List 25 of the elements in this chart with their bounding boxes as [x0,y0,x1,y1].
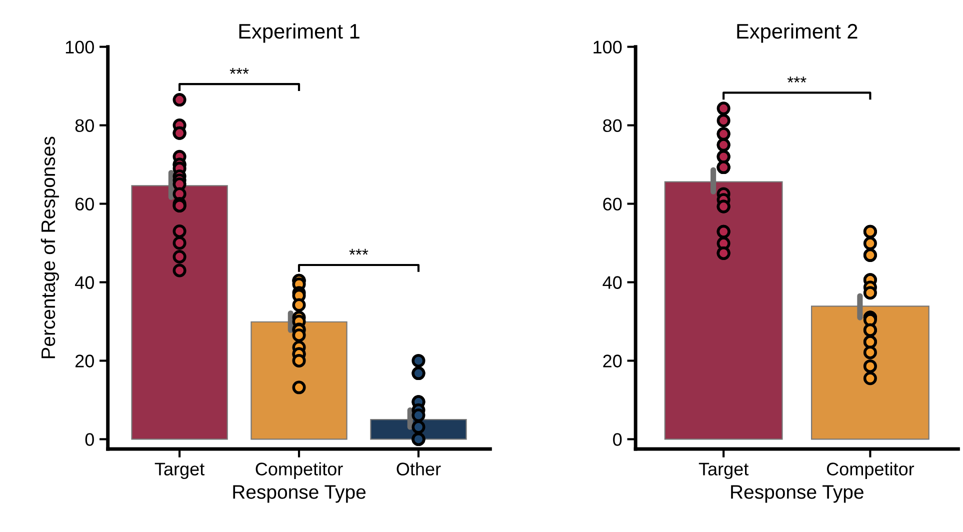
annotation: *** [349,248,368,255]
chart-title: Experiment 2 [737,23,858,43]
x-tick-label: Target [154,462,204,480]
x-axis-title: Response Type [731,485,864,503]
y-tick-label: 20 [75,354,94,368]
y-tick-label: 20 [603,354,622,368]
y-tick-label: 40 [602,276,622,289]
y-axis-title: Percentage of Responses [40,136,59,358]
x-axis-title: Response Type [233,485,366,503]
annotation: *** [787,76,806,82]
y-tick-label: 0 [613,433,622,446]
x-tick-label: Target [698,462,749,480]
y-tick-label: 100 [66,40,94,54]
y-tick-label: 60 [75,198,94,210]
y-tick-label: 80 [603,119,622,132]
annotation: *** [230,68,249,74]
y-tick-label: 100 [594,40,622,54]
x-tick-label: Competitor [826,462,914,480]
y-tick-label: 0 [85,433,94,446]
y-tick-label: 60 [603,198,622,210]
y-tick-label: 80 [75,119,94,132]
x-tick-label: Competitor [256,462,343,480]
chart-title: Experiment 1 [239,23,360,43]
x-tick-label: Other [396,462,441,476]
y-tick-label: 40 [74,276,94,289]
